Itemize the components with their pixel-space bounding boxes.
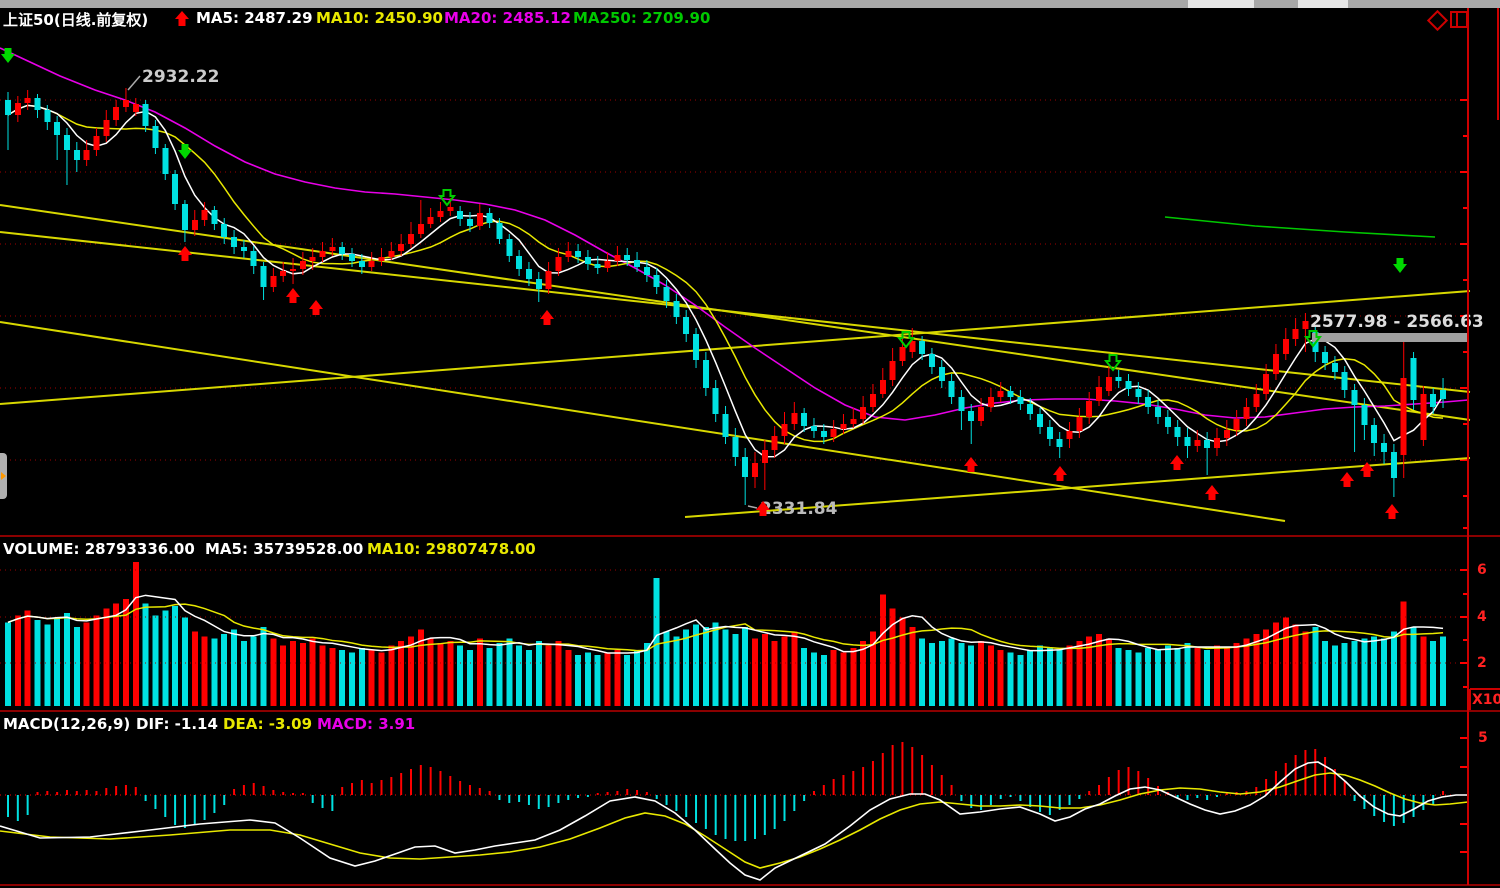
macd-title: MACD(12,26,9) bbox=[3, 715, 131, 733]
vol-axis-label-2: 2 bbox=[1477, 655, 1487, 671]
expand-arrow-icon bbox=[1, 472, 6, 480]
svg-text:2932.22: 2932.22 bbox=[142, 67, 219, 87]
symbol-title: 上证50(日线.前复权) bbox=[3, 11, 149, 29]
top-strip-segment bbox=[1298, 0, 1348, 8]
vol-axis-label-4: 4 bbox=[1477, 609, 1487, 625]
vol-axis-unit: X10 bbox=[1472, 692, 1500, 708]
svg-text:2577.98 - 2566.63: 2577.98 - 2566.63 bbox=[1310, 312, 1484, 332]
macd-value: MACD: 3.91 bbox=[317, 715, 416, 733]
volume-value: VOLUME: 28793336.00 bbox=[3, 540, 195, 558]
sidebar-collapse-handle[interactable] bbox=[0, 453, 7, 499]
macd-dif-value: DIF: -1.14 bbox=[136, 715, 218, 733]
ma10-value: MA10: 2450.90 bbox=[316, 9, 443, 27]
ma5-value: MA5: 2487.29 bbox=[196, 9, 313, 27]
volume-ma10-value: MA10: 29807478.00 bbox=[367, 540, 536, 558]
ma20-value: MA20: 2485.12 bbox=[444, 9, 571, 27]
svg-text:2331.84: 2331.84 bbox=[760, 499, 838, 519]
window-top-strip bbox=[0, 0, 1500, 8]
ma250-value: MA250: 2709.90 bbox=[573, 9, 711, 27]
macd-axis-label-5: 5 bbox=[1478, 730, 1488, 746]
macd-dea-value: DEA: -3.09 bbox=[223, 715, 313, 733]
top-strip-segment bbox=[1188, 0, 1254, 8]
up-arrow-icon bbox=[174, 10, 190, 30]
vol-axis-label-6: 6 bbox=[1477, 562, 1487, 578]
volume-ma5-value: MA5: 35739528.00 bbox=[205, 540, 364, 558]
